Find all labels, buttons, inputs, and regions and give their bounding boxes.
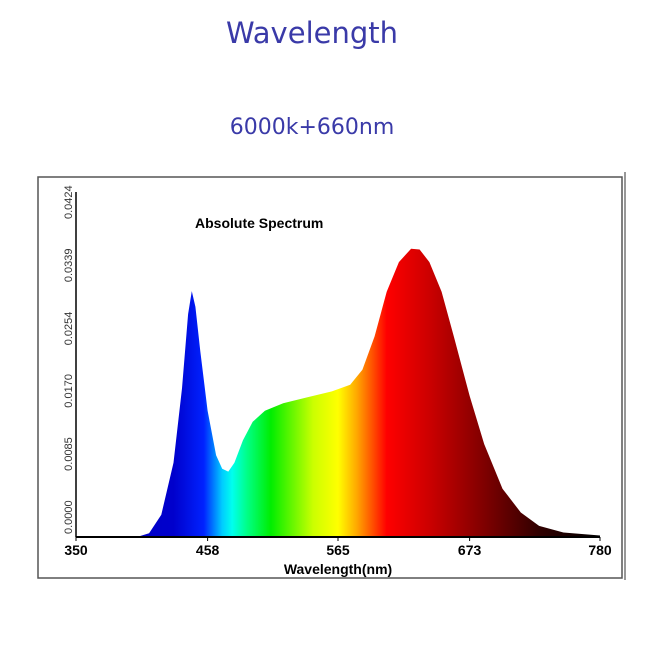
chart-title: Absolute Spectrum — [195, 215, 323, 231]
page-subtitle: 6000k+660nm — [229, 115, 395, 140]
page-title: Wavelength — [225, 16, 399, 50]
y-tick-label: 0.0339 — [63, 248, 75, 282]
x-tick-label: 350 — [64, 542, 88, 558]
y-tick-label: 0.0424 — [63, 185, 75, 219]
x-tick-label: 673 — [458, 542, 482, 558]
chart-frame — [37, 176, 623, 579]
x-tick-label: 458 — [196, 542, 220, 558]
y-tick-label: 0.0085 — [63, 437, 75, 471]
x-tick-label: 565 — [326, 542, 350, 558]
spectrum-area — [76, 248, 600, 537]
y-tick-label: 0.0170 — [63, 374, 75, 408]
x-tick-label: 780 — [588, 542, 612, 558]
y-tick-label: 0.0254 — [63, 312, 75, 346]
x-axis-label: Wavelength(nm) — [284, 561, 392, 577]
y-tick-label: 0.0000 — [63, 500, 75, 534]
